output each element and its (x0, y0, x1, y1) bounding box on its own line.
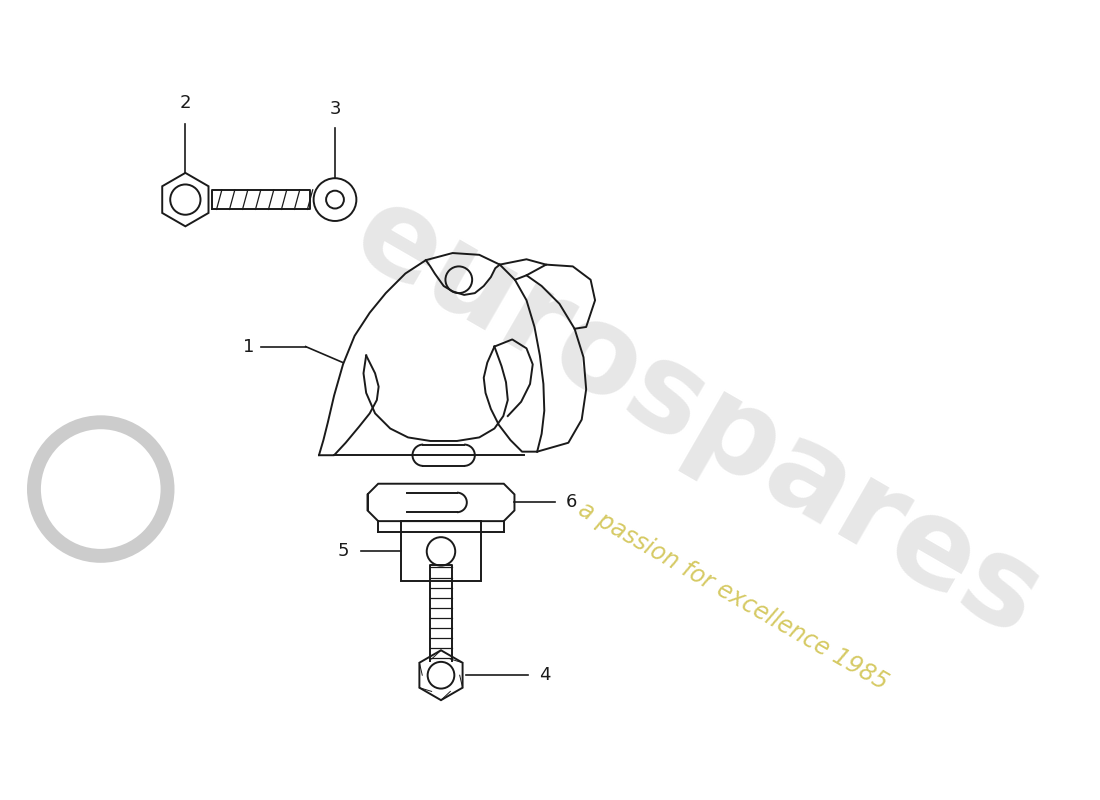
Text: 3: 3 (329, 100, 341, 118)
Text: 6: 6 (566, 494, 578, 511)
Text: a passion for excellence 1985: a passion for excellence 1985 (574, 497, 892, 694)
Text: eurospares: eurospares (333, 174, 1062, 662)
Text: 4: 4 (539, 666, 550, 684)
Text: 5: 5 (338, 542, 349, 561)
Text: 2: 2 (179, 94, 191, 112)
Text: 1: 1 (243, 338, 254, 355)
